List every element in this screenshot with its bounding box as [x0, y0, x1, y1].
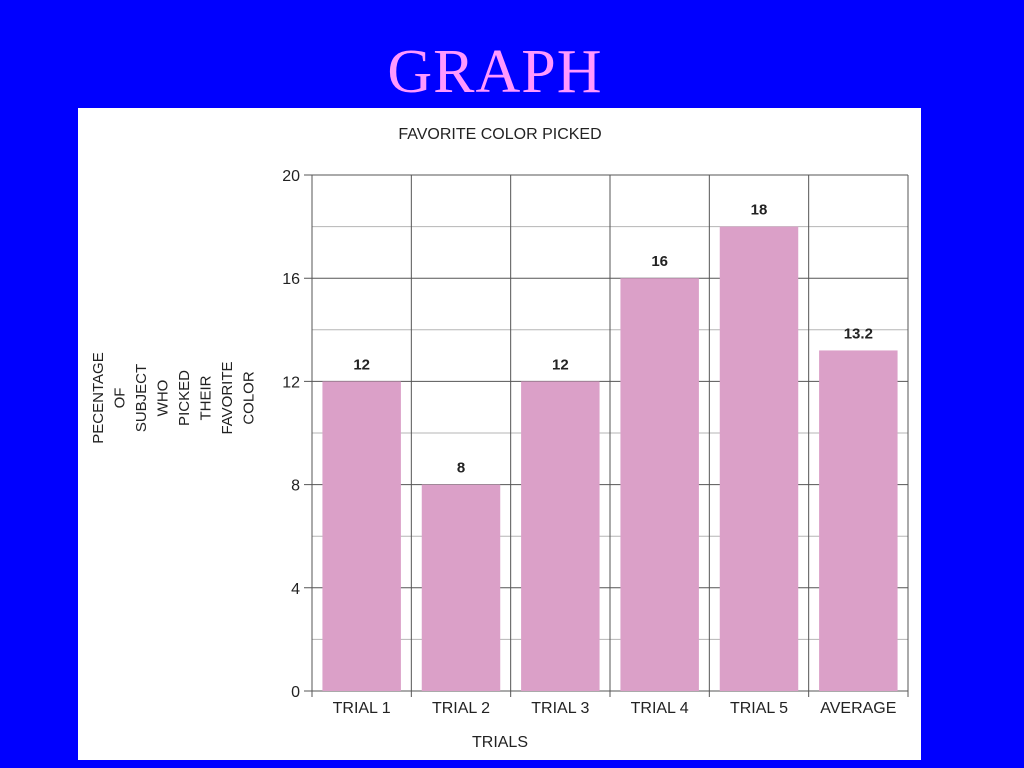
- data-label: 12: [552, 356, 569, 373]
- bar: [819, 350, 898, 691]
- data-label: 18: [751, 202, 768, 219]
- x-tick-label: TRIAL 5: [730, 700, 788, 717]
- y-axis-label-line: SUBJECT: [133, 364, 150, 432]
- x-tick-label: TRIAL 1: [333, 700, 391, 717]
- data-label: 8: [457, 460, 465, 477]
- y-tick-label: 12: [282, 374, 300, 391]
- x-tick-label: TRIAL 3: [531, 700, 589, 717]
- data-label: 13.2: [844, 325, 873, 342]
- bar: [322, 381, 401, 691]
- x-tick-label: TRIAL 2: [432, 700, 490, 717]
- y-tick-label: 16: [282, 271, 300, 288]
- y-axis-label-line: COLOR: [241, 371, 258, 425]
- y-axis-label-line: OF: [112, 388, 129, 409]
- bar: [719, 226, 799, 691]
- y-tick-label: 8: [291, 478, 300, 495]
- chart-title: FAVORITE COLOR PICKED: [398, 126, 601, 143]
- y-axis-label: PECENTAGE OF SUBJECT WHO PICKED THEIR FAVORITE…: [90, 352, 258, 443]
- x-tick-label: TRIAL 4: [631, 700, 689, 717]
- data-label: 12: [353, 356, 370, 373]
- y-tick-label: 4: [291, 581, 300, 598]
- y-tick-label: 20: [282, 168, 300, 185]
- y-axis-label-line: PECENTAGE: [90, 352, 107, 443]
- y-tick-label: 0: [291, 684, 300, 701]
- chart-panel: FAVORITE COLOR PICKED 12 TRIAL 1 8 TRIAL 2 1…: [78, 108, 921, 760]
- x-tick-label: AVERAGE: [820, 700, 896, 717]
- y-axis-label-line: PICKED: [176, 370, 193, 426]
- y-axis-label-line: FAVORITE: [219, 361, 236, 434]
- bar-chart: FAVORITE COLOR PICKED 12 TRIAL 1 8 TRIAL 2 1…: [90, 126, 909, 751]
- y-axis-label-line: THEIR: [198, 375, 215, 420]
- x-axis-label: TRIALS: [472, 734, 528, 751]
- bar: [620, 278, 699, 691]
- data-label: 16: [651, 253, 668, 270]
- bar: [521, 381, 600, 691]
- bar: [421, 484, 501, 691]
- slide-title: GRAPH: [387, 38, 603, 106]
- y-axis-label-line: WHO: [155, 380, 172, 417]
